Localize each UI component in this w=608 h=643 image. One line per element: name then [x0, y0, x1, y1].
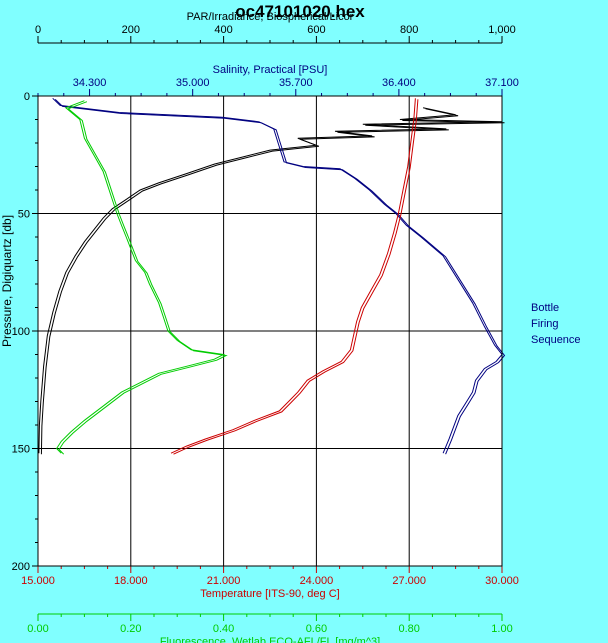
temperature-tick-label: 18.000: [114, 575, 148, 587]
bottle-legend-line-1: Bottle: [531, 302, 559, 314]
par-profile-line-upcast: [40, 108, 505, 455]
salinity-tick-label: 34.300: [73, 77, 107, 89]
temperature-tick-label: 21.000: [207, 575, 241, 587]
temperature-tick-label: 30.000: [485, 575, 519, 587]
fluorescence-profile-line: [55, 100, 226, 454]
fluorescence-tick-label: 1.00: [491, 623, 512, 635]
par-tick-label: 0: [35, 24, 41, 36]
salinity-tick-label: 36.400: [382, 77, 416, 89]
temperature-tick-label: 24.000: [300, 575, 334, 587]
fluorescence-tick-label: 0.80: [398, 623, 419, 635]
fluorescence-tick-label: 0.20: [120, 623, 141, 635]
pressure-axis-label: Pressure, Digiquartz [db]: [0, 215, 14, 347]
temperature-profile-line-upcast: [173, 99, 419, 455]
plot-frame: [37, 95, 503, 567]
salinity-tick-label: 35.700: [279, 77, 313, 89]
salinity-axis-label: Salinity, Practical [PSU]: [213, 64, 328, 76]
axes: 0 200 400 600 800 1,000 PAR/Irradiance, Biosph…: [0, 11, 519, 643]
salinity-tick-label: 35.000: [176, 77, 210, 89]
temperature-axis-label: Temperature [ITS-90, deg C]: [200, 588, 339, 600]
bottle-legend-line-3: Sequence: [531, 334, 581, 346]
fluorescence-profile-line-upcast: [58, 101, 228, 455]
temperature-tick-label: 15.000: [21, 575, 55, 587]
data-series: [38, 97, 506, 455]
pressure-tick-label: 100: [12, 326, 30, 338]
fluorescence-axis-label: Fluorescence, Wetlab ECO-AFL/FL [mg/m^3]: [160, 636, 380, 643]
salinity-profile-line-upcast: [54, 98, 506, 455]
pressure-tick-label: 150: [12, 444, 30, 456]
pressure-tick-label: 0: [24, 91, 30, 103]
fluorescence-tick-label: 0.40: [213, 623, 234, 635]
fluorescence-tick-label: 0.60: [306, 623, 327, 635]
chart-title: oc47101020.hex: [235, 2, 365, 21]
par-tick-label: 200: [122, 24, 140, 36]
par-profile-line: [38, 107, 503, 454]
bottle-legend-line-2: Firing: [531, 318, 559, 330]
par-tick-label: 600: [307, 24, 325, 36]
pressure-tick-label: 50: [18, 209, 30, 221]
par-tick-label: 1,000: [488, 24, 516, 36]
bottle-firing-legend: Bottle Firing Sequence: [531, 302, 581, 346]
par-axis-label: PAR/Irradiance, Biospherical/Licor: [187, 11, 354, 23]
par-tick-label: 400: [214, 24, 232, 36]
salinity-tick-label: 37.100: [485, 77, 519, 89]
pressure-tick-label: 200: [12, 561, 30, 573]
par-tick-label: 800: [400, 24, 418, 36]
fluorescence-tick-label: 0.00: [27, 623, 48, 635]
temperature-profile-line: [170, 98, 416, 454]
temperature-tick-label: 27.000: [392, 575, 426, 587]
